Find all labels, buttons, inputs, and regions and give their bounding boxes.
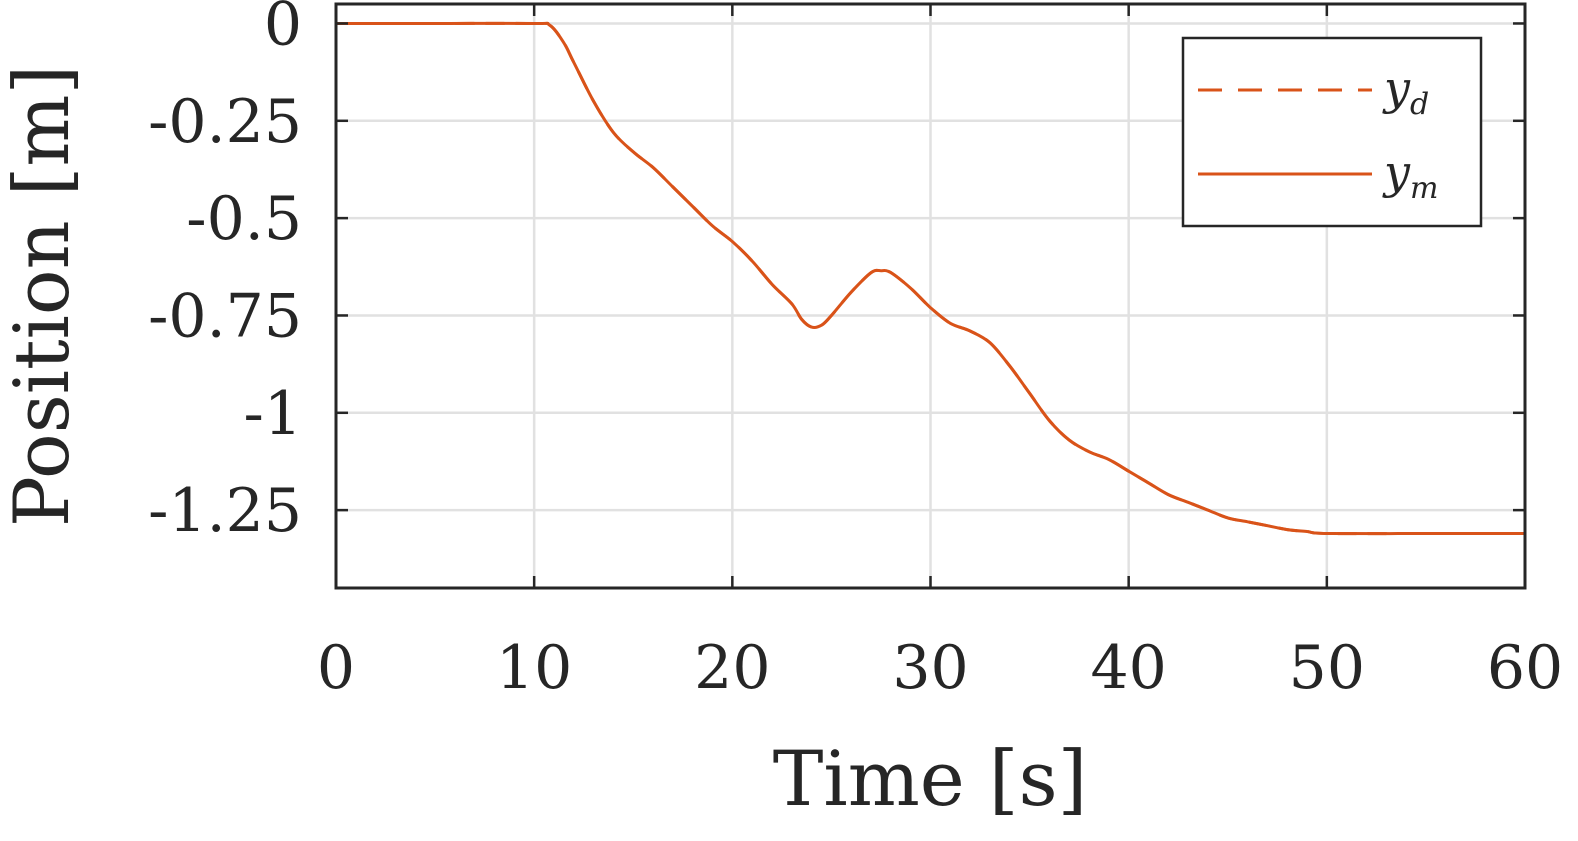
legend-label-yd-main: y — [1382, 61, 1411, 115]
x-tick-label: 60 — [1487, 633, 1563, 703]
y-axis-label: Position [m] — [0, 65, 86, 527]
series-layer — [334, 21, 1527, 536]
x-tick-label: 30 — [892, 633, 968, 703]
legend-box — [1181, 36, 1483, 228]
x-tick-label: 40 — [1090, 633, 1166, 703]
x-tick-label: 20 — [694, 633, 770, 703]
legend-label-yd-sub: d — [1410, 87, 1429, 122]
tick-marks — [334, 4, 1527, 588]
y-tick-label: -0.5 — [186, 184, 302, 254]
legend-label-ym-sub: m — [1410, 171, 1438, 206]
x-axis-label: Time [s] — [773, 734, 1088, 823]
legend-label-ym: ym — [1382, 145, 1438, 206]
legend-label-ym-main: y — [1382, 145, 1411, 199]
y-tick-label: -0.75 — [148, 281, 302, 351]
legend: yd ym — [1181, 36, 1483, 228]
tick-labels: 0 10 20 30 40 50 60 0 -0.25 -0.5 -0.75 -1 -1.25 — [148, 0, 1563, 703]
x-tick-label: 10 — [496, 633, 572, 703]
y-tick-label: -1.25 — [148, 476, 302, 546]
x-tick-label: 50 — [1289, 633, 1365, 703]
y-tick-label: 0 — [264, 0, 302, 59]
y-tick-label: -1 — [244, 379, 302, 449]
series-line-ym — [334, 21, 1527, 536]
legend-label-yd: yd — [1382, 61, 1429, 122]
y-tick-label: -0.25 — [148, 87, 302, 157]
x-tick-label: 0 — [317, 633, 355, 703]
